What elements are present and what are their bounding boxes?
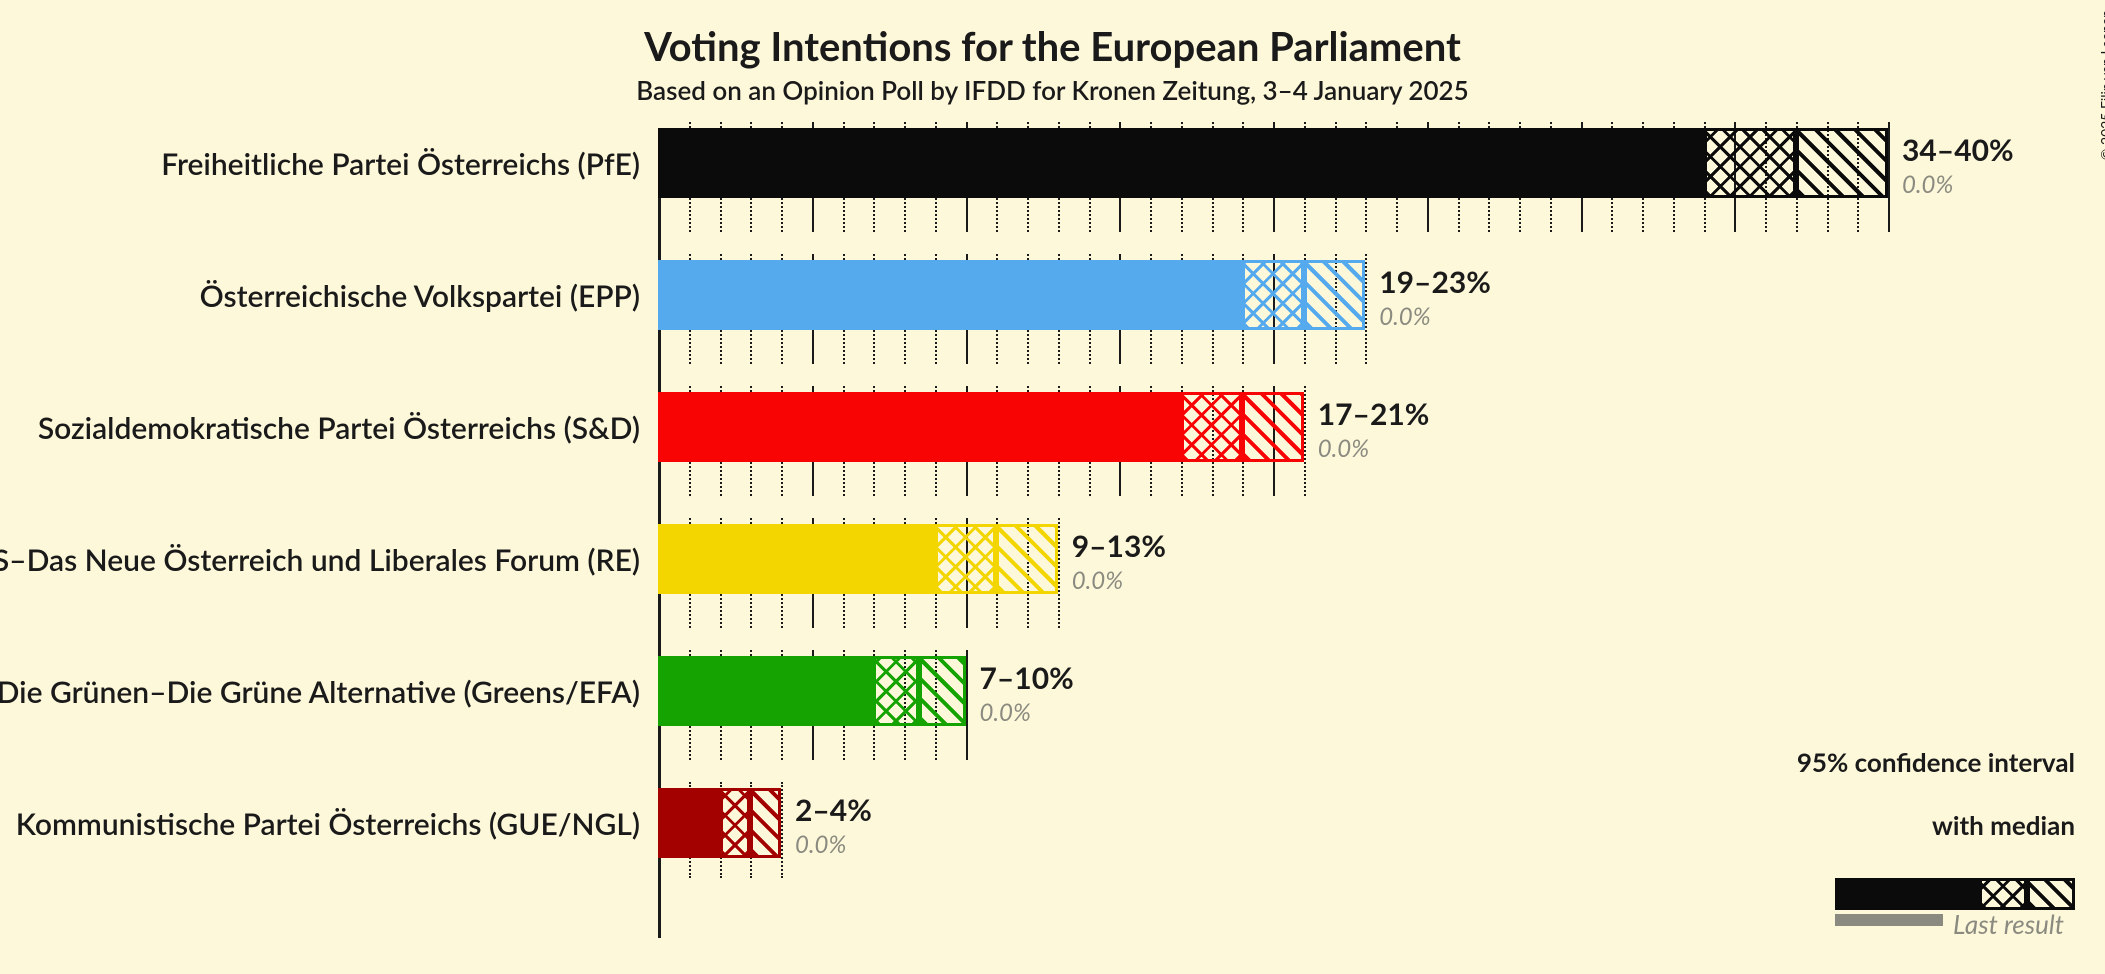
copyright-text: © 2025 Filip van Laenen: [2097, 10, 2105, 160]
party-row: Österreichische Volkspartei (EPP)19–23%0…: [658, 260, 1888, 330]
party-row: Kommunistische Partei Österreichs (GUE/N…: [658, 788, 1888, 858]
value-label: 19–23%: [1379, 264, 1491, 300]
legend-last-text: Last result: [1953, 908, 2064, 940]
bar-solid: [658, 128, 1704, 198]
bar-crosshatch: [873, 656, 919, 726]
previous-result-label: 0.0%: [1318, 434, 1369, 463]
party-label: NEOS–Das Neue Österreich und Liberales F…: [0, 542, 658, 578]
party-label: Österreichische Volkspartei (EPP): [200, 278, 658, 314]
previous-result-label: 0.0%: [1072, 566, 1123, 595]
bar-crosshatch: [1704, 128, 1796, 198]
legend-last-mark: [1835, 914, 1943, 926]
party-row: Sozialdemokratische Partei Österreichs (…: [658, 392, 1888, 462]
bar-solid: [658, 656, 873, 726]
party-row: NEOS–Das Neue Österreich und Liberales F…: [658, 524, 1888, 594]
bar-solid: [658, 392, 1181, 462]
bar-diagonal: [1796, 128, 1888, 198]
bar-solid: [658, 260, 1242, 330]
bar-diagonal: [750, 788, 781, 858]
party-label: Die Grünen–Die Grüne Alternative (Greens…: [0, 674, 658, 710]
party-row: Freiheitliche Partei Österreichs (PfE)34…: [658, 128, 1888, 198]
value-label: 7–10%: [980, 660, 1074, 696]
previous-result-label: 0.0%: [1379, 302, 1430, 331]
legend-bar: [1835, 878, 2075, 910]
legend-bar-segment: [1979, 878, 2027, 910]
previous-result-label: 0.0%: [980, 698, 1031, 727]
bar-solid: [658, 788, 720, 858]
value-label: 9–13%: [1072, 528, 1166, 564]
party-label: Sozialdemokratische Partei Österreichs (…: [38, 410, 658, 446]
bar-diagonal: [1242, 392, 1304, 462]
party-label: Kommunistische Partei Österreichs (GUE/N…: [16, 806, 658, 842]
bar-diagonal: [996, 524, 1058, 594]
bar-crosshatch: [935, 524, 997, 594]
legend-bar-segment: [2027, 878, 2075, 910]
bar-diagonal: [1304, 260, 1366, 330]
party-label: Freiheitliche Partei Österreichs (PfE): [161, 146, 658, 182]
chart-title: Voting Intentions for the European Parli…: [0, 22, 2105, 70]
value-label: 17–21%: [1318, 396, 1430, 432]
value-label: 2–4%: [795, 792, 872, 828]
previous-result-label: 0.0%: [795, 830, 846, 859]
chart-subtitle: Based on an Opinion Poll by IFDD for Kro…: [0, 74, 2105, 106]
legend-title-line1: 95% confidence interval: [1797, 746, 2075, 778]
legend-title: 95% confidence interval with median: [1759, 716, 2075, 872]
legend-last-result: Last result: [1835, 914, 2075, 944]
gridline-major: [1888, 122, 1890, 232]
bar-crosshatch: [1181, 392, 1243, 462]
bar-diagonal: [919, 656, 965, 726]
bar-crosshatch: [1242, 260, 1304, 330]
bar-crosshatch: [720, 788, 751, 858]
value-label: 34–40%: [1902, 132, 2014, 168]
plot-area: Freiheitliche Partei Österreichs (PfE)34…: [658, 128, 1888, 938]
previous-result-label: 0.0%: [1902, 170, 1953, 199]
legend-title-line2: with median: [1932, 809, 2075, 841]
legend: 95% confidence interval with median Last…: [1759, 716, 2075, 944]
legend-bar-segment: [1835, 878, 1979, 910]
bar-solid: [658, 524, 935, 594]
party-row: Die Grünen–Die Grüne Alternative (Greens…: [658, 656, 1888, 726]
chart-root: Voting Intentions for the European Parli…: [0, 0, 2105, 974]
